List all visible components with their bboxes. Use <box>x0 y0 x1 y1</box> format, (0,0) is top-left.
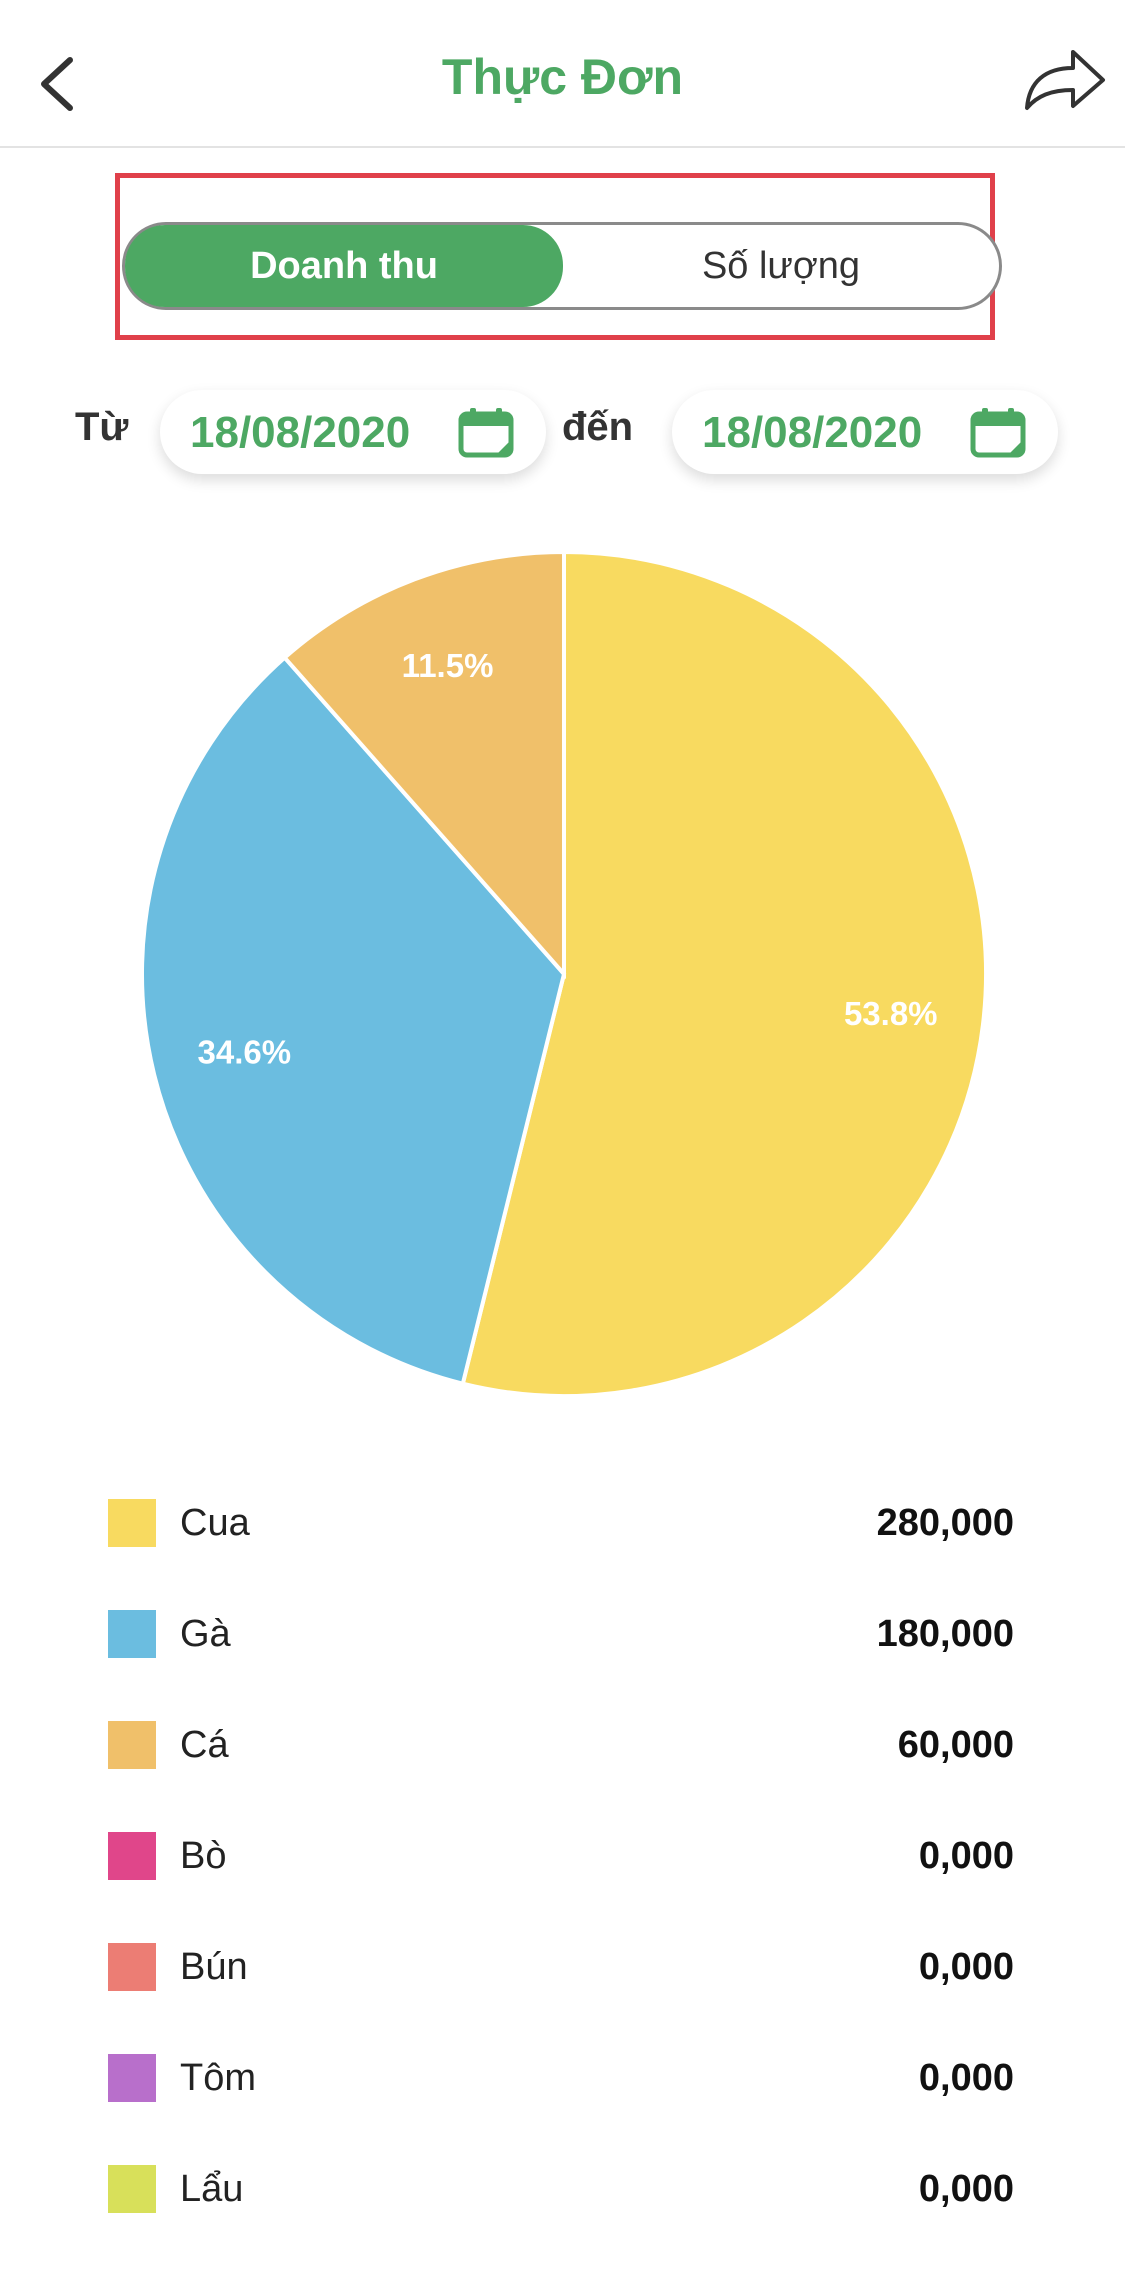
header-bar: Thực Đơn <box>0 0 1125 148</box>
from-label: Từ <box>75 405 129 449</box>
legend-item-name: Bò <box>180 1835 227 1877</box>
calendar-icon <box>970 408 1026 458</box>
legend-item: Lẩu 0,000 <box>108 2163 1014 2223</box>
legend-item-value: 0,000 <box>918 2168 1014 2210</box>
legend-item-value: 60,000 <box>897 1724 1014 1766</box>
legend-swatch <box>108 2165 156 2213</box>
to-label: đến <box>562 405 634 449</box>
back-button[interactable] <box>30 40 90 120</box>
segmented-control: Doanh thu Số lượng <box>122 222 1002 310</box>
legend-item: Cá 60,000 <box>108 1719 1014 1779</box>
legend-item: Bún 0,000 <box>108 1941 1014 2001</box>
legend-swatch <box>108 1721 156 1769</box>
tab-so-luong[interactable]: Số lượng <box>701 245 861 287</box>
legend-item-value: 280,000 <box>876 1502 1014 1544</box>
pie-slice-2 <box>281 549 566 980</box>
from-date-picker[interactable]: 18/08/2020 <box>160 390 546 474</box>
legend-swatch <box>108 1499 156 1547</box>
legend-swatch <box>108 1610 156 1658</box>
from-date-value: 18/08/2020 <box>190 408 411 457</box>
legend-swatch <box>108 1943 156 1991</box>
pie-label-1: 34.6% <box>198 1033 292 1070</box>
legend-item: Tôm 0,000 <box>108 2052 1014 2112</box>
legend-item: Gà 180,000 <box>108 1608 1014 1668</box>
pie-slice-1 <box>140 654 567 1387</box>
pie-label-2: 11.5% <box>402 647 494 684</box>
share-button[interactable] <box>1015 40 1115 120</box>
legend-item-value: 0,000 <box>918 1946 1014 1988</box>
tab-doanh-thu[interactable]: Doanh thu <box>125 225 563 307</box>
legend-item-value: 0,000 <box>918 1835 1014 1877</box>
chevron-left-icon <box>41 57 73 111</box>
legend-item-name: Cá <box>180 1724 229 1766</box>
calendar-icon <box>458 408 514 458</box>
legend-swatch <box>108 1832 156 1880</box>
legend-item-name: Lẩu <box>180 2168 244 2210</box>
legend-item: Cua 280,000 <box>108 1497 1014 1557</box>
legend-item-name: Gà <box>180 1613 231 1655</box>
to-date-picker[interactable]: 18/08/2020 <box>672 390 1058 474</box>
pie-label-0: 53.8% <box>844 995 938 1032</box>
pie-slice-0 <box>460 549 988 1398</box>
to-date-value: 18/08/2020 <box>702 408 923 457</box>
legend-item: Bò 0,000 <box>108 1830 1014 1890</box>
revenue-pie-chart: 53.8% 34.6% 11.5% <box>140 549 988 1398</box>
legend-item-value: 180,000 <box>876 1613 1014 1655</box>
page-title: Thực Đơn <box>441 49 684 105</box>
legend-swatch <box>108 2054 156 2102</box>
legend-item-name: Tôm <box>180 2057 256 2099</box>
legend-item-value: 0,000 <box>918 2057 1014 2099</box>
legend-item-name: Bún <box>180 1946 248 1988</box>
legend-item-name: Cua <box>180 1502 250 1544</box>
share-forward-icon <box>1025 50 1105 110</box>
